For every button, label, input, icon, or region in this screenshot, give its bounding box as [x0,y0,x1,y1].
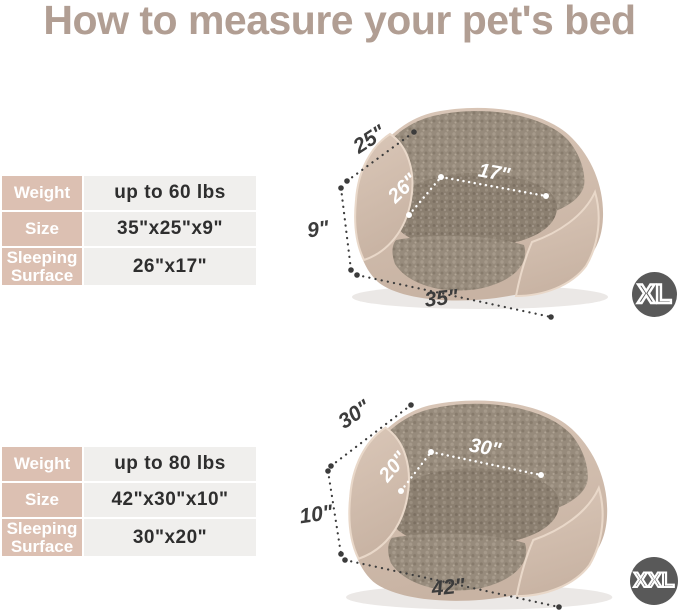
row-label: Sleeping Surface [2,519,82,556]
page-title: How to measure your pet's bed [43,0,636,43]
dim-endpoint-dots [406,174,549,218]
dim-line-sleep-width [429,450,543,477]
dim-line-height [339,186,353,272]
spec-table-xxl: Weight up to 80 lbs Size 42"x30"x10" Sle… [2,447,256,556]
bed-photo [345,399,614,611]
dim-lines-inside [406,174,549,218]
dim-line-length-bottom [343,558,561,609]
dim-lines-outside [325,402,562,610]
dim-lines-outside [338,129,554,320]
row-label: Size [2,212,82,246]
dim-line-sleep-depth [399,450,433,493]
row-value: 42"x30"x10" [84,483,256,517]
row-label: Weight [2,447,82,481]
row-label: Sleeping Surface [2,248,82,285]
dim-endpoint-dots [325,402,562,610]
row-value: up to 80 lbs [84,447,256,481]
dim-label-length-bottom: 42" [430,574,468,601]
dim-line-width-top [345,130,416,183]
bed-illustration-xxl: 30" 10" 42" 20" 30" [300,395,614,611]
dim-label-height: 10" [300,501,335,529]
row-label: Size [2,483,82,517]
dim-line-height [326,469,343,556]
bed-illustration-xl: 25" 9" 35" 26" 17" [306,106,609,320]
size-badge-xxl: XXL [630,557,678,605]
row-value: up to 60 lbs [84,176,256,210]
dim-line-sleep-width [439,175,548,198]
dim-endpoint-dots [398,449,544,494]
dim-label-height: 9" [306,217,332,243]
row-value: 30"x20" [84,519,256,556]
spec-table-xl: Weight up to 60 lbs Size 35"x25"x9" Slee… [2,176,256,285]
dim-lines-inside [398,449,544,494]
row-value: 35"x25"x9" [84,212,256,246]
dim-label-length-bottom: 35" [424,285,461,311]
bed-photo [351,106,609,310]
row-value: 26"x17" [84,248,256,285]
size-badge-xl: XL [632,272,677,317]
dim-line-width-top [329,403,413,468]
row-label: Weight [2,176,82,210]
dim-endpoint-dots [338,129,554,320]
dim-label-width-top: 30" [334,395,375,433]
